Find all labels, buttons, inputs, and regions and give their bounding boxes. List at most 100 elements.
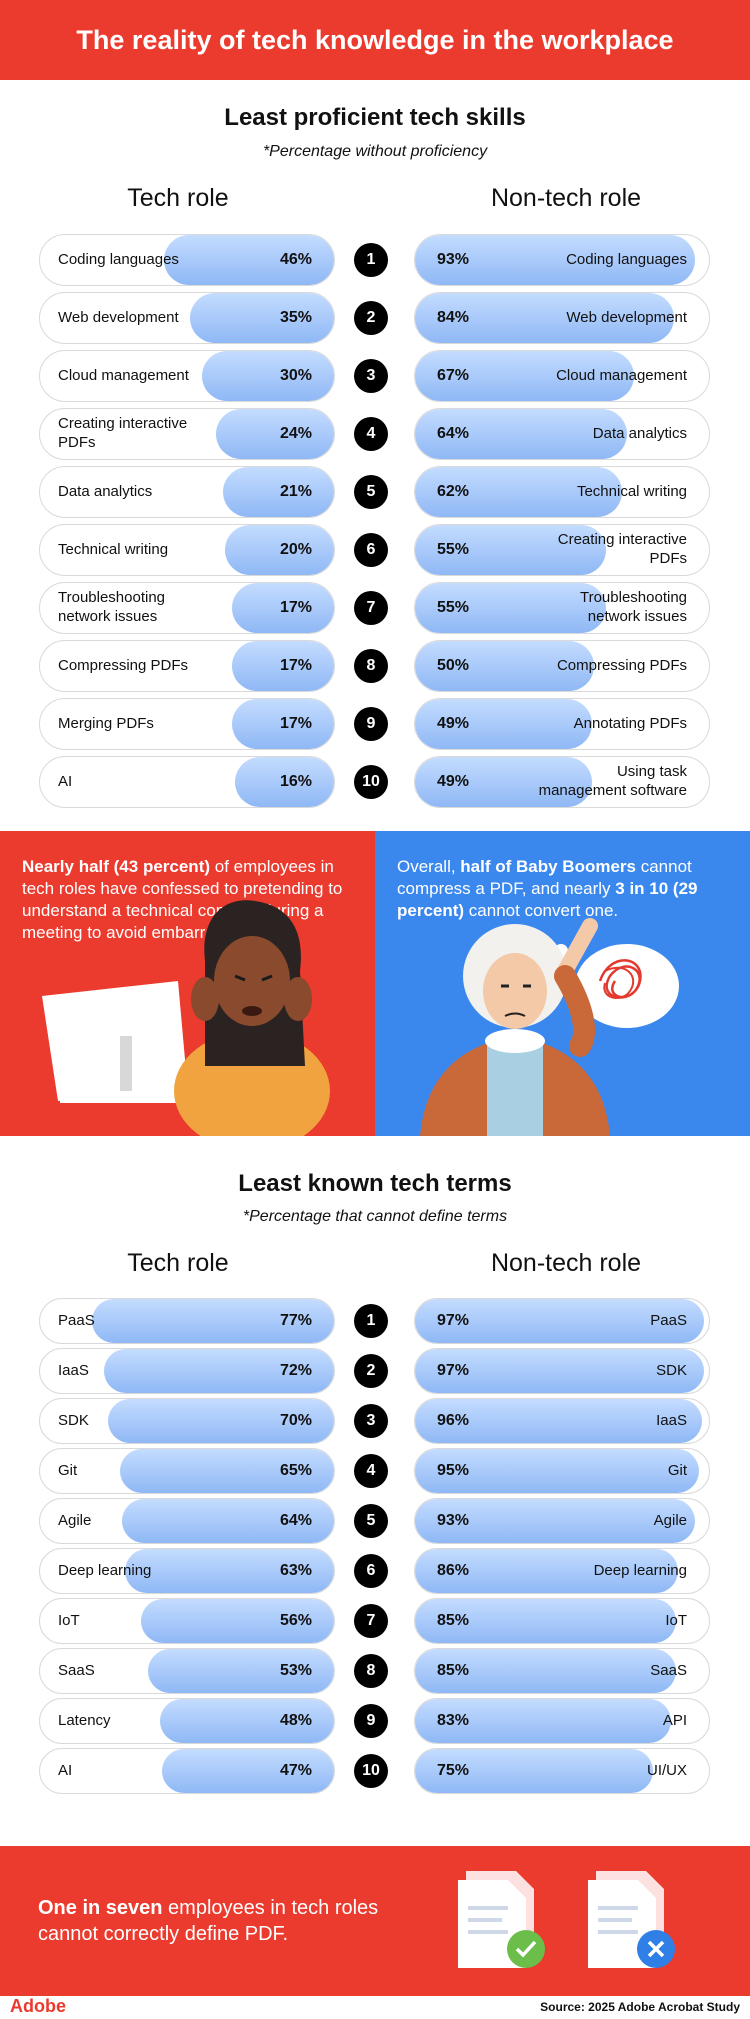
nontech-bar-row: API 83% xyxy=(414,1698,710,1744)
bar-category-label: AI xyxy=(58,1761,73,1779)
nontech-bar-fill xyxy=(415,351,634,401)
footer-callout: One in seven employees in tech roles can… xyxy=(38,1895,438,1947)
nontech-bar-fill xyxy=(415,641,594,691)
nontech-bar-row: Compressing PDFs 50% xyxy=(414,640,710,692)
bar-value-label: 49% xyxy=(437,715,470,732)
bar-category-label: Agile xyxy=(58,1511,92,1529)
callout-text-right: Overall, half of Baby Boomers cannot com… xyxy=(397,856,732,922)
callout-left-bold: Nearly half (43 percent) xyxy=(22,857,211,876)
bar-value-label: 63% xyxy=(279,1562,312,1579)
tech-bar-row: Coding languages 46% xyxy=(39,234,335,286)
bar-value-label: 49% xyxy=(437,773,470,790)
column-head-tech-terms: Tech role xyxy=(127,1249,229,1277)
bar-category-label: AI xyxy=(58,772,73,790)
tech-bar-fill xyxy=(225,525,334,575)
bar-category-label: PaaS xyxy=(58,1311,95,1329)
bar-value-label: 83% xyxy=(437,1712,470,1729)
tech-bar-fill xyxy=(162,1749,334,1793)
bar-value-label: 17% xyxy=(279,599,312,616)
bar-value-label: 47% xyxy=(279,1762,312,1779)
bar-value-label: 67% xyxy=(437,367,470,384)
tech-bar-fill xyxy=(159,1699,334,1743)
bar-value-label: 96% xyxy=(437,1412,470,1429)
tech-bar-fill xyxy=(232,699,334,749)
bar-category-label: Data analytics xyxy=(58,482,153,500)
bar-category-label: SaaS xyxy=(58,1661,95,1679)
tech-bar-row: IaaS 72% xyxy=(39,1348,335,1394)
tech-bar-fill xyxy=(222,467,334,517)
bar-category-label: Annotating PDFs xyxy=(573,714,687,732)
bar-value-label: 85% xyxy=(437,1612,470,1629)
bar-value-label: 85% xyxy=(437,1662,470,1679)
tech-bar-row: SDK 70% xyxy=(39,1398,335,1444)
tech-bar-row: Git 65% xyxy=(39,1448,335,1494)
bar-value-label: 64% xyxy=(437,425,470,442)
rank-badge: 2 xyxy=(354,1354,388,1388)
tech-bar-fill xyxy=(232,583,334,633)
nontech-bar-fill xyxy=(415,409,627,459)
tech-bar-fill xyxy=(140,1599,334,1643)
page-header: The reality of tech knowledge in the wor… xyxy=(0,0,750,80)
nontech-bar-fill xyxy=(415,1449,700,1493)
bar-value-label: 16% xyxy=(279,773,312,790)
tech-bar-row: Deep learning 63% xyxy=(39,1548,335,1594)
bar-category-label: Deep learning xyxy=(593,1561,687,1579)
bar-value-label: 35% xyxy=(279,309,312,326)
nontech-bar-fill xyxy=(415,525,606,575)
tech-bar-row: Merging PDFs 17% xyxy=(39,698,335,750)
rank-badge: 7 xyxy=(354,591,388,625)
confused-boomer-illustration xyxy=(420,918,679,1136)
rank-badge: 4 xyxy=(354,1454,388,1488)
nontech-bar-row: Creating interactive PDFs 55% xyxy=(414,524,710,576)
bar-category-label: Web development xyxy=(58,308,179,326)
nontech-bar-row: Using task management software 49% xyxy=(414,756,710,808)
bar-value-label: 97% xyxy=(437,1312,470,1329)
worried-employee-illustration xyxy=(42,900,330,1136)
rank-badge: 10 xyxy=(354,765,388,799)
bar-category-label: IaaS xyxy=(656,1411,687,1429)
section-subtitle-skills: *Percentage without proficiency xyxy=(262,143,488,160)
bar-value-label: 48% xyxy=(279,1712,312,1729)
callout-right-bold-2: 3 in 10 (29 percent) xyxy=(397,879,698,921)
nontech-bar-fill xyxy=(415,1749,653,1793)
tech-bar-row: Latency 48% xyxy=(39,1698,335,1744)
nontech-bar-row: IaaS 96% xyxy=(414,1398,710,1444)
nontech-bar-fill xyxy=(415,1699,672,1743)
tech-bar-fill xyxy=(190,293,334,343)
tech-bar-row: AI 16% xyxy=(39,756,335,808)
bar-category-label: Creating interactive PDFs xyxy=(557,531,687,567)
nontech-bar-row: Annotating PDFs 49% xyxy=(414,698,710,750)
nontech-bar-row: Agile 93% xyxy=(414,1498,710,1544)
column-head-tech: Tech role xyxy=(127,184,229,212)
tech-bar-fill xyxy=(164,235,334,285)
tech-bar-row: SaaS 53% xyxy=(39,1648,335,1694)
column-head-nontech: Non-tech role xyxy=(490,184,642,212)
bar-category-label: SaaS xyxy=(650,1661,687,1679)
tech-bar-row: Creating interactive PDFs 24% xyxy=(39,408,335,460)
bar-category-label: SDK xyxy=(58,1411,89,1429)
bar-category-label: Using task management software xyxy=(538,763,687,799)
nontech-bar-row: Technical writing 62% xyxy=(414,466,710,518)
tech-bar-fill xyxy=(234,757,334,807)
bar-value-label: 21% xyxy=(279,483,312,500)
bar-category-label: Cloud management xyxy=(556,366,687,384)
rank-badge: 9 xyxy=(354,707,388,741)
bar-value-label: 56% xyxy=(279,1612,312,1629)
callout-right-bold-1: half of Baby Boomers xyxy=(460,857,636,876)
bar-category-label: Troubleshooting network issues xyxy=(58,589,166,625)
bar-category-label: Deep learning xyxy=(58,1561,152,1579)
page-title: The reality of tech knowledge in the wor… xyxy=(76,24,674,55)
nontech-bar-row: IoT 85% xyxy=(414,1598,710,1644)
bar-category-label: Compressing PDFs xyxy=(556,656,687,674)
tech-bar-fill xyxy=(147,1649,334,1693)
bar-value-label: 53% xyxy=(279,1662,312,1679)
bar-value-label: 77% xyxy=(279,1312,312,1329)
bar-value-label: 95% xyxy=(437,1462,470,1479)
bar-value-label: 17% xyxy=(279,715,312,732)
tech-bar-row: Technical writing 20% xyxy=(39,524,335,576)
bar-value-label: 50% xyxy=(437,657,470,674)
bar-value-label: 24% xyxy=(279,425,312,442)
bar-value-label: 93% xyxy=(437,1512,470,1529)
nontech-bar-fill xyxy=(415,757,592,807)
nontech-bar-row: Git 95% xyxy=(414,1448,710,1494)
